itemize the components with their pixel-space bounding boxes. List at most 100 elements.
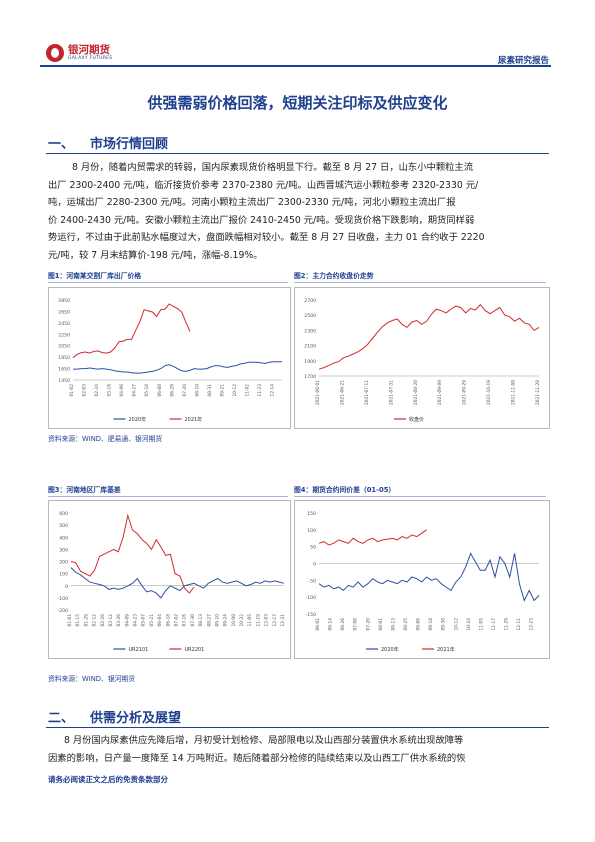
y-tick-label: 100	[59, 572, 68, 578]
y-tick-label: 1900	[304, 359, 316, 365]
paragraph-line: 势运行，不过由于此前贴水幅度过大，盘面跌幅相对较小。截至 8 月 27 日收盘，…	[48, 232, 485, 244]
x-tick-label: 02-26	[100, 614, 106, 627]
section-1-paragraph: 8 月份，随着内贸需求的转弱，国内尿素现货价格明显下行。截至 8 月 27 日，…	[48, 159, 550, 265]
y-tick-label: -100	[306, 595, 317, 601]
header-rule	[40, 65, 551, 67]
x-tick-label: 02-24	[94, 384, 100, 397]
y-tick-label: -200	[58, 608, 69, 614]
section-1-title: 市场行情回顾	[90, 137, 169, 152]
x-tick-label: 08-13	[198, 614, 204, 627]
series-line-UR2201	[70, 513, 195, 594]
figure-source-2: 资料来源：WIND、银河期货	[48, 675, 136, 683]
y-tick-label: 1450	[58, 378, 70, 384]
x-tick-label: 2021-06-01	[315, 380, 321, 405]
x-tick-label: 09-21	[219, 384, 225, 397]
x-tick-label: 2021-11-28	[535, 380, 541, 405]
x-tick-label: 07-20	[365, 618, 371, 631]
paragraph-line: 元/吨，较 7 月末结算价-198 元/吨，涨幅-8.19%。	[48, 249, 263, 261]
x-tick-label: 2021-10-19	[486, 380, 492, 405]
x-tick-label: 06-18	[165, 614, 171, 627]
y-tick-label: 2700	[304, 298, 316, 304]
x-tick-label: 07-08	[353, 618, 359, 631]
x-tick-label: 06-14	[328, 618, 334, 631]
figure-3-frame: -200 -100 0 100 200 300 400 500 600 01-01 01-15 01-…	[48, 500, 291, 659]
x-tick-label: 08-13	[390, 618, 396, 631]
y-tick-label: 150	[307, 511, 316, 517]
y-tick-label: 300	[59, 547, 68, 553]
y-tick-label: 600	[59, 511, 68, 517]
x-tick-label: 2021-06-21	[339, 380, 345, 405]
section-2-title: 供需分析及展望	[90, 711, 182, 726]
x-tick-label: 12-14	[270, 384, 276, 397]
x-tick-label: 12-31	[280, 614, 286, 627]
figure-4-chart: -150 -100 -50 0 50 100 150 06-01 06-14 06-26 07-08…	[306, 511, 540, 653]
x-tick-label: 11-05	[478, 618, 484, 631]
x-tick-label: 02-12	[92, 614, 98, 627]
x-tick-label: 01-01	[67, 614, 73, 627]
x-tick-label: 06-29	[169, 384, 175, 397]
legend-label: UR2101	[129, 647, 149, 653]
y-tick-label: 2100	[304, 344, 316, 350]
figure-2-caption: 图2：主力合约收盘价走势	[294, 272, 374, 280]
logo-en-text: GALAXY FUTURES	[68, 55, 113, 61]
y-tick-label: 500	[59, 523, 68, 529]
x-tick-label: 09-10	[214, 614, 220, 627]
legend-label: 2021年	[437, 646, 455, 653]
x-tick-label: 2021-09-09	[437, 380, 443, 405]
legend-label: 2020年	[129, 416, 147, 423]
figure-3-caption: 图3：河南地区厂库基差	[48, 486, 121, 494]
x-tick-label: 04-23	[133, 614, 139, 627]
x-tick-label: 11-05	[247, 614, 253, 627]
company-logo: 银河期货 GALAXY FUTURES	[46, 44, 112, 62]
x-tick-label: 09-24	[223, 614, 229, 627]
figure-source-1: 资料来源：WIND、肥易通、银河期货	[48, 435, 163, 443]
series-line-2021年	[318, 529, 427, 546]
x-tick-label: 01-02	[69, 384, 75, 397]
x-tick-label: 07-30	[190, 614, 196, 627]
y-tick-label: 2450	[58, 321, 70, 327]
x-tick-label: 10-22	[239, 614, 245, 627]
x-tick-label: 11-17	[491, 618, 497, 631]
x-tick-label: 2021-07-31	[388, 380, 394, 405]
paragraph-line: 价 2400-2430 元/吨。安徽小颗粒主流出厂报价 2410-2450 元/…	[48, 214, 475, 226]
series-line-2021年	[72, 303, 191, 359]
y-tick-label: 2300	[304, 328, 316, 334]
x-tick-label: 08-31	[207, 384, 213, 397]
figure-2-caption-bar: 图2：主力合约收盘价走势	[294, 270, 546, 283]
figure-3-caption-bar: 图3：河南地区厂库基差	[48, 484, 288, 497]
x-tick-label: 03-16	[107, 384, 113, 397]
section-1-heading: 一、 市场行情回顾	[48, 133, 168, 152]
paragraph-line: 出厂 2300-2400 元/吨，临沂接货价参考 2370-2380 元/吨。山…	[48, 179, 479, 191]
x-tick-label: 09-06	[416, 618, 422, 631]
galaxy-logo-icon	[46, 44, 64, 62]
x-tick-label: 01-29	[83, 614, 89, 627]
x-tick-label: 2021-07-11	[364, 380, 370, 405]
paragraph-line: 吨，运城出厂 2280-2300 元/吨。河南小颗粒主流出厂 2300-2330…	[48, 197, 456, 209]
figure-1-frame: 1450 1650 1850 2050 2250 2450 2650 2850 01-02 02-…	[48, 287, 291, 429]
x-tick-label: 12-17	[272, 614, 278, 627]
x-tick-label: 04-27	[132, 384, 138, 397]
x-tick-label: 05-21	[149, 614, 155, 627]
y-tick-label: 2250	[58, 332, 70, 338]
report-type-label: 尿素研究报告	[497, 56, 549, 66]
x-tick-label: 2021-08-20	[413, 380, 419, 405]
x-tick-label: 08-25	[403, 618, 409, 631]
x-tick-label: 12-23	[529, 618, 535, 631]
x-tick-label: 09-18	[428, 618, 434, 631]
y-tick-label: 400	[59, 535, 68, 541]
section-2-paragraph: 8 月份国内尿素供应先降后增，月初受计划检修、局部限电以及山西部分装置供水系统出…	[48, 732, 550, 767]
paragraph-line: 8 月份，随着内贸需求的转弱，国内尿素现货价格明显下行。截至 8 月 27 日，…	[72, 162, 474, 173]
x-tick-label: 2021-09-29	[462, 380, 468, 405]
series-line-收盘价	[318, 303, 540, 370]
y-tick-label: -50	[308, 578, 316, 584]
x-tick-label: 2021-11-08	[511, 380, 517, 405]
x-tick-label: 06-26	[340, 618, 346, 631]
x-tick-label: 11-23	[257, 384, 263, 397]
figure-1-caption-bar: 图1：河南某交割厂库出厂价格	[48, 270, 288, 283]
x-tick-label: 04-06	[119, 384, 125, 397]
y-tick-label: 200	[59, 560, 68, 566]
x-tick-label: 11-29	[504, 618, 510, 631]
logo-cn-text: 银河期货	[68, 43, 110, 56]
figure-3-chart: -200 -100 0 100 200 300 400 500 600 01-01 01-15 01-…	[58, 511, 286, 653]
x-tick-label: 12-03	[264, 614, 270, 627]
